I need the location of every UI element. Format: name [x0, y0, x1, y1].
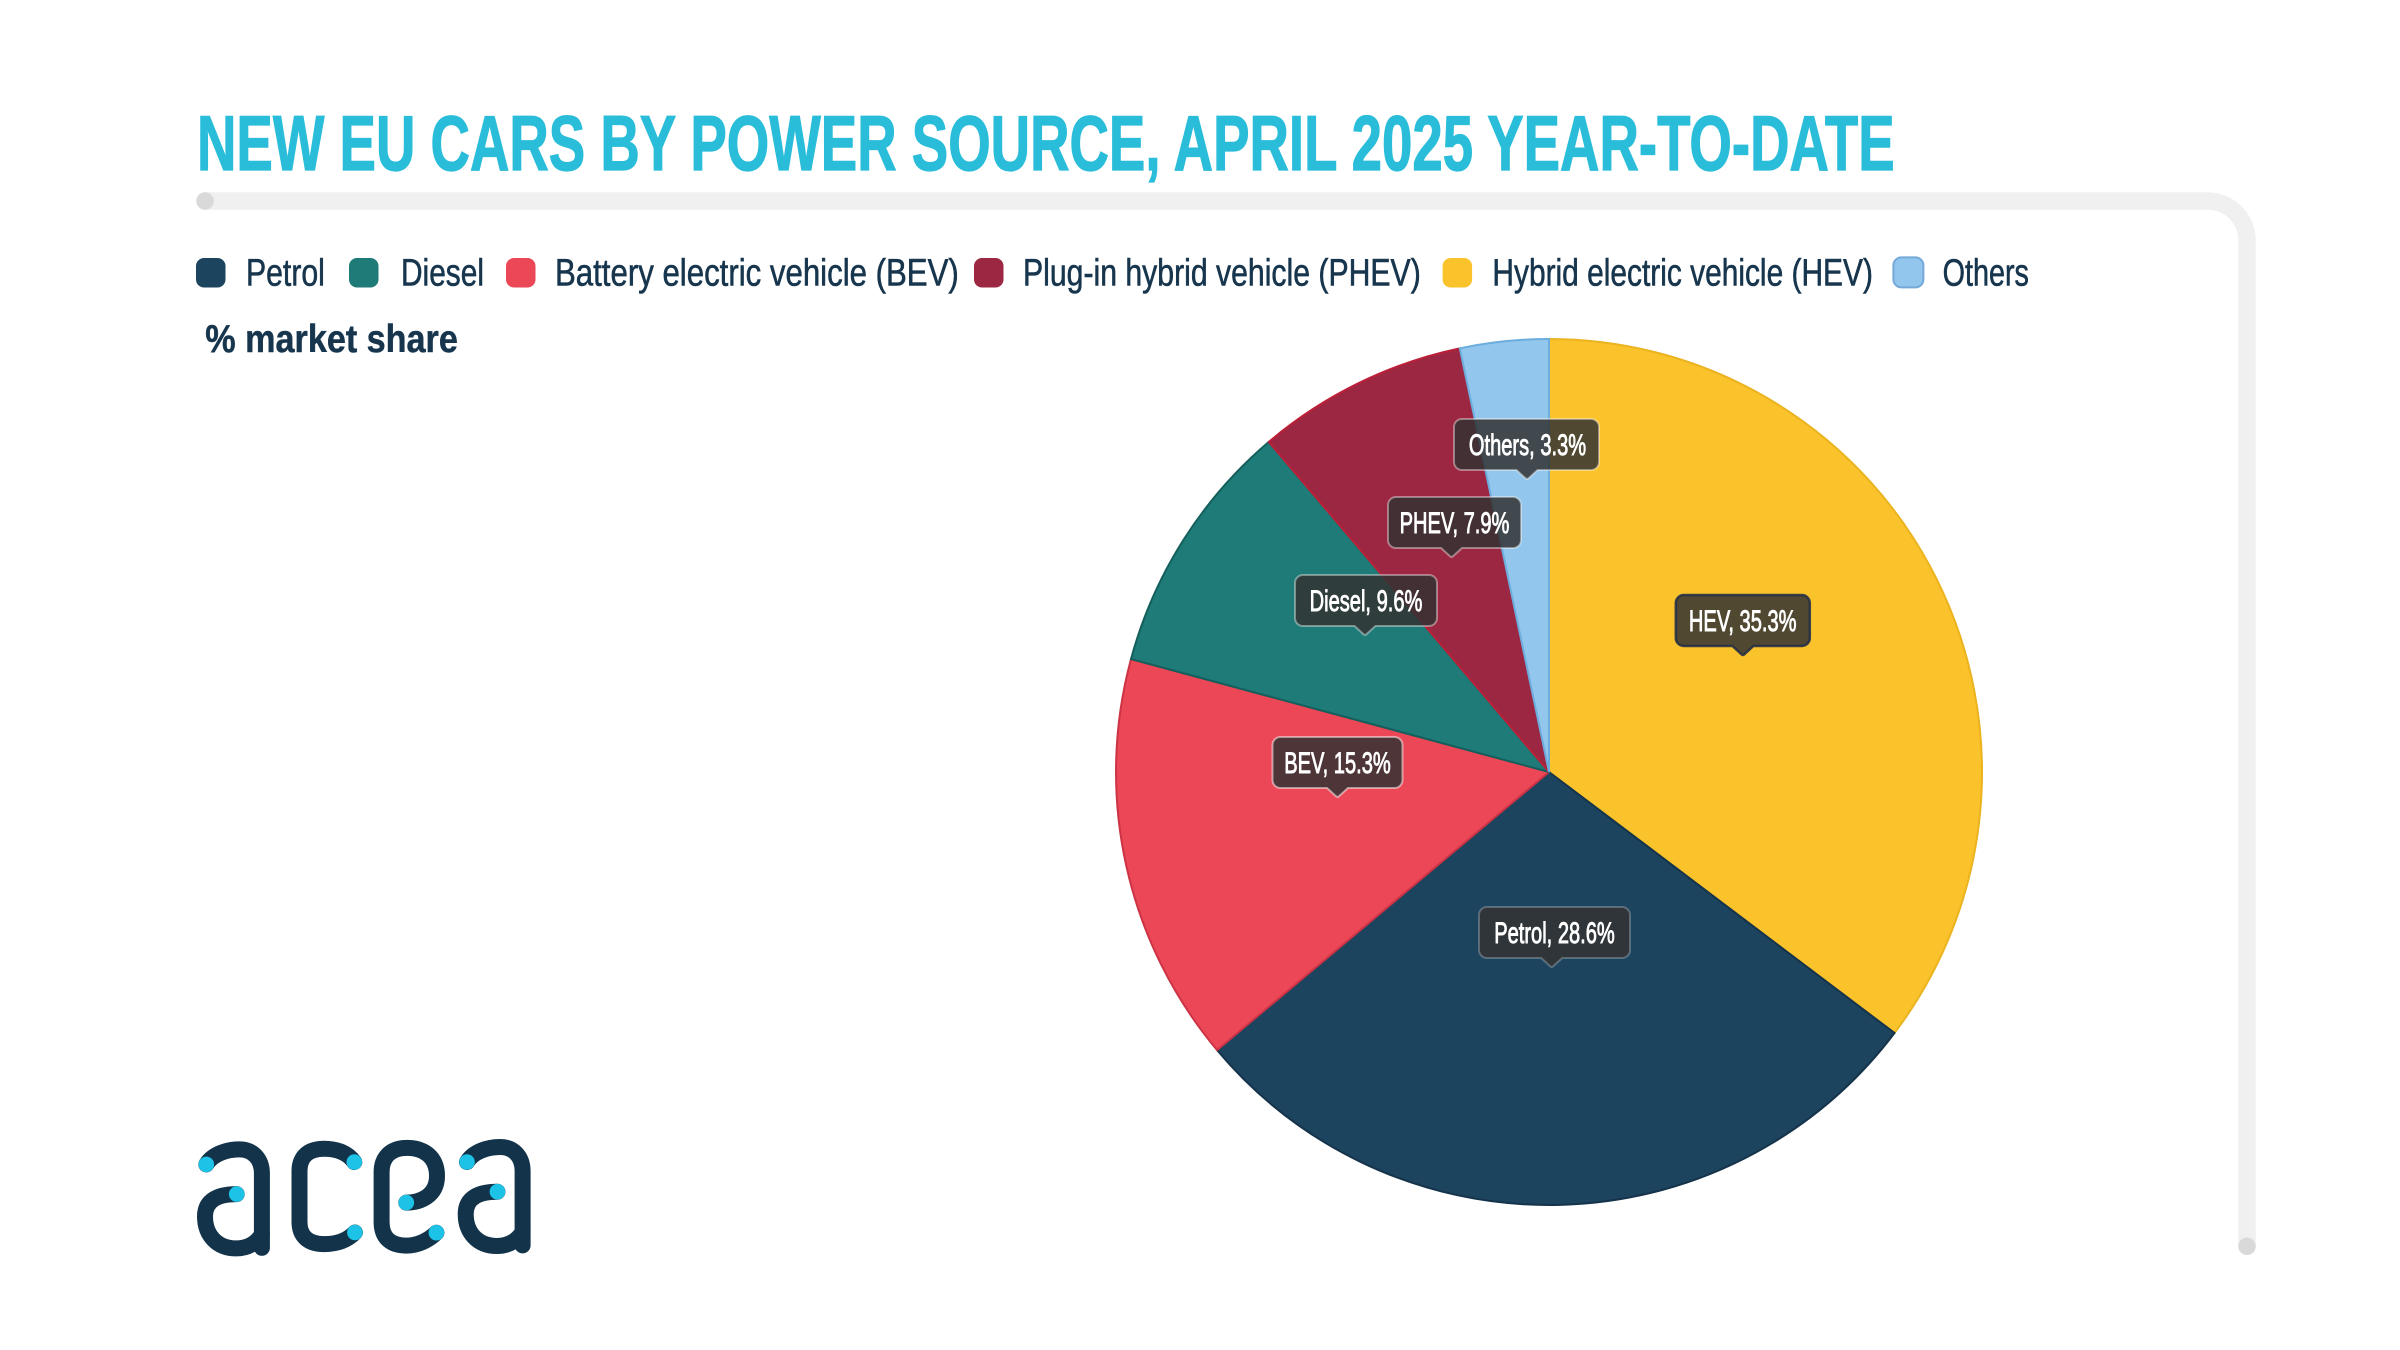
svg-text:NEW EU CARS BY POWER SOURCE, A: NEW EU CARS BY POWER SOURCE, APRIL 2025 …: [197, 100, 1895, 187]
svg-text:Plug-in hybrid vehicle (PHEV): Plug-in hybrid vehicle (PHEV): [1023, 252, 1421, 294]
svg-text:BEV, 15.3%: BEV, 15.3%: [1284, 747, 1390, 780]
svg-text:HEV, 35.3%: HEV, 35.3%: [1689, 605, 1797, 638]
svg-text:Petrol, 28.6%: Petrol, 28.6%: [1494, 917, 1615, 950]
svg-text:PHEV, 7.9%: PHEV, 7.9%: [1400, 507, 1510, 540]
svg-text:Hybrid electric vehicle (HEV): Hybrid electric vehicle (HEV): [1492, 252, 1873, 294]
svg-text:Battery electric vehicle (BEV): Battery electric vehicle (BEV): [555, 253, 959, 295]
svg-text:Others, 3.3%: Others, 3.3%: [1469, 429, 1586, 462]
svg-text:Diesel: Diesel: [401, 252, 484, 294]
svg-text:Petrol: Petrol: [246, 252, 325, 294]
svg-text:% market share: % market share: [205, 317, 458, 361]
svg-text:Diesel, 9.6%: Diesel, 9.6%: [1310, 585, 1423, 618]
svg-text:Others: Others: [1943, 252, 2029, 295]
